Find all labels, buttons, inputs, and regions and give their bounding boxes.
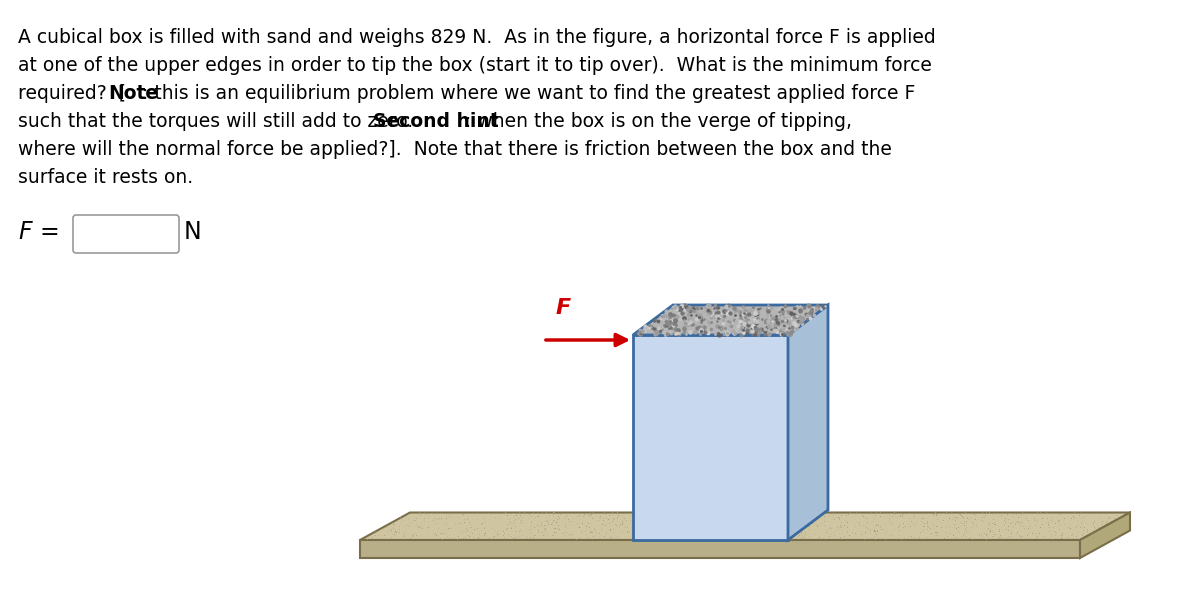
Text: Second hint: Second hint: [373, 112, 498, 131]
Text: surface it rests on.: surface it rests on.: [18, 168, 193, 187]
Text: such that the torques will still add to zero.: such that the torques will still add to …: [18, 112, 425, 131]
Text: $\mathit{F}$ =: $\mathit{F}$ =: [18, 220, 59, 244]
FancyBboxPatch shape: [73, 215, 179, 253]
Polygon shape: [634, 335, 788, 540]
Polygon shape: [634, 305, 828, 335]
Text: A cubical box is filled with sand and weighs 829 N.  As in the figure, a horizon: A cubical box is filled with sand and we…: [18, 28, 936, 47]
Text: where will the normal force be applied?].  Note that there is friction between t: where will the normal force be applied?]…: [18, 140, 892, 159]
Text: : this is an equilibrium problem where we want to find the greatest applied forc: : this is an equilibrium problem where w…: [142, 84, 916, 103]
Text: required?  [: required? [: [18, 84, 126, 103]
Text: at one of the upper edges in order to tip the box (start it to tip over).  What : at one of the upper edges in order to ti…: [18, 56, 932, 75]
Polygon shape: [360, 512, 1130, 540]
Polygon shape: [1080, 512, 1130, 558]
Polygon shape: [360, 540, 1080, 558]
Text: : when the box is on the verge of tipping,: : when the box is on the verge of tippin…: [466, 112, 852, 131]
Text: N: N: [184, 220, 202, 244]
Polygon shape: [788, 305, 828, 540]
Text: Note: Note: [108, 84, 158, 103]
Text: F: F: [556, 298, 571, 318]
